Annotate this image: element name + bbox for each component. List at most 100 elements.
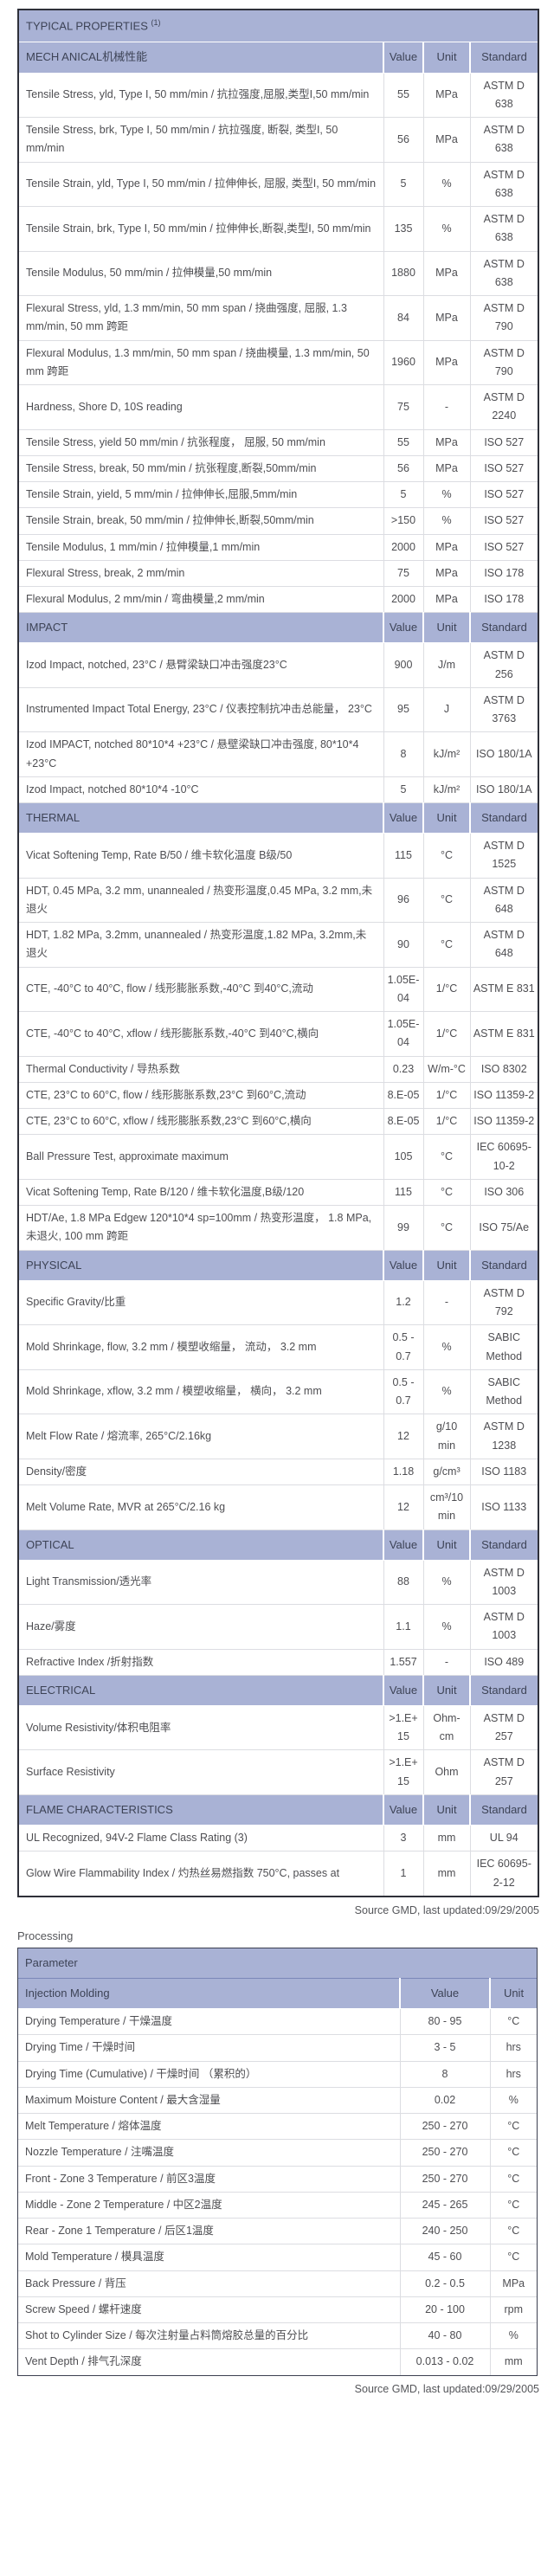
section-header-row: FLAME CHARACTERISTICS Value Unit Standard bbox=[19, 1794, 538, 1826]
unit-cell: % bbox=[423, 206, 471, 252]
property-row: Flexural Modulus, 1.3 mm/min, 50 mm span… bbox=[19, 340, 538, 386]
parameter-header-cell: Parameter bbox=[18, 1948, 538, 1979]
property-row: Tensile Stress, break, 50 mm/min / 抗张程度,… bbox=[19, 455, 538, 483]
unit-cell: °C bbox=[490, 2113, 538, 2141]
parameter-row: Nozzle Temperature / 注嘴温度 250 - 270 °C bbox=[18, 2139, 538, 2167]
standard-cell: ISO 180/1A bbox=[470, 776, 538, 804]
column-header-value: Value bbox=[383, 612, 424, 644]
standard-cell: ISO 8302 bbox=[470, 1056, 538, 1083]
value-cell: 900 bbox=[383, 642, 424, 688]
value-cell: 45 - 60 bbox=[400, 2244, 491, 2271]
property-cell: Tensile Modulus, 1 mm/min / 拉伸模量,1 mm/mi… bbox=[19, 534, 384, 561]
standard-cell: UL 94 bbox=[470, 1825, 538, 1852]
parameter-cell: Rear - Zone 1 Temperature / 后区1温度 bbox=[18, 2218, 401, 2245]
column-header-standard: Standard bbox=[470, 1675, 538, 1706]
section-label: FLAME CHARACTERISTICS bbox=[19, 1794, 384, 1826]
unit-cell: - bbox=[423, 384, 471, 430]
value-cell: 88 bbox=[383, 1560, 424, 1606]
standard-cell: ISO 11359-2 bbox=[470, 1082, 538, 1110]
column-header-value: Value bbox=[400, 1978, 491, 2010]
unit-cell: MPa bbox=[423, 251, 471, 297]
unit-cell: % bbox=[490, 2087, 538, 2115]
property-row: Vicat Softening Temp, Rate B/50 / 维卡软化温度… bbox=[19, 833, 538, 879]
property-cell: Flexural Modulus, 2 mm/min / 弯曲模量,2 mm/m… bbox=[19, 586, 384, 614]
standard-cell: ASTM D 648 bbox=[470, 922, 538, 968]
property-cell: Refractive Index /折射指数 bbox=[19, 1649, 384, 1676]
property-cell: Flexural Modulus, 1.3 mm/min, 50 mm span… bbox=[19, 340, 384, 386]
value-cell: 1.05E-04 bbox=[383, 967, 424, 1013]
standard-cell: ISO 527 bbox=[470, 481, 538, 509]
value-cell: 0.2 - 0.5 bbox=[400, 2270, 491, 2297]
property-cell: HDT, 0.45 MPa, 3.2 mm, unannealed / 热变形温… bbox=[19, 878, 384, 924]
processing-table: Parameter Injection Molding Value Unit Dryin… bbox=[17, 1947, 538, 2376]
table-title: TYPICAL PROPERTIES bbox=[26, 19, 151, 33]
property-row: Izod Impact, notched 80*10*4 -10°C 5 kJ/m²… bbox=[19, 776, 538, 804]
parameter-cell: Drying Time (Cumulative) / 干燥时间 （累积的） bbox=[18, 2061, 401, 2088]
unit-cell: % bbox=[423, 1560, 471, 1606]
value-cell: 84 bbox=[383, 295, 424, 341]
parameter-cell: Back Pressure / 背压 bbox=[18, 2270, 401, 2297]
parameter-cell: Middle - Zone 2 Temperature / 中区2温度 bbox=[18, 2192, 401, 2219]
parameter-row: Drying Time / 干燥时间 3 - 5 hrs bbox=[18, 2034, 538, 2062]
section-label: ELECTRICAL bbox=[19, 1675, 384, 1706]
unit-cell: MPa bbox=[423, 340, 471, 386]
unit-cell: 1/°C bbox=[423, 1082, 471, 1110]
value-cell: 75 bbox=[383, 560, 424, 588]
value-cell: 2000 bbox=[383, 586, 424, 614]
property-row: CTE, 23°C to 60°C, xflow / 线形膨胀系数,23°C 到… bbox=[19, 1108, 538, 1136]
unit-cell: °C bbox=[490, 2139, 538, 2167]
unit-cell: hrs bbox=[490, 2034, 538, 2062]
property-row: Tensile Strain, yld, Type I, 50 mm/min /… bbox=[19, 162, 538, 208]
value-cell: >1.E+15 bbox=[383, 1705, 424, 1751]
property-cell: Izod Impact, notched 80*10*4 -10°C bbox=[19, 776, 384, 804]
unit-cell: % bbox=[423, 481, 471, 509]
property-cell: Tensile Modulus, 50 mm/min / 拉伸模量,50 mm/… bbox=[19, 251, 384, 297]
unit-cell: °C bbox=[490, 2192, 538, 2219]
value-cell: 75 bbox=[383, 384, 424, 430]
section-label: OPTICAL bbox=[19, 1530, 384, 1561]
value-cell: 1 bbox=[383, 1851, 424, 1896]
property-cell: CTE, 23°C to 60°C, xflow / 线形膨胀系数,23°C 到… bbox=[19, 1108, 384, 1136]
value-cell: >1.E+15 bbox=[383, 1749, 424, 1795]
parameter-header-row: Parameter bbox=[18, 1948, 538, 1979]
value-cell: 250 - 270 bbox=[400, 2139, 491, 2167]
unit-cell: MPa bbox=[423, 455, 471, 483]
value-cell: 1880 bbox=[383, 251, 424, 297]
parameter-row: Front - Zone 3 Temperature / 前区3温度 250 - … bbox=[18, 2166, 538, 2193]
unit-cell: °C bbox=[490, 2008, 538, 2036]
unit-cell: °C bbox=[490, 2244, 538, 2271]
property-cell: Surface Resistivity bbox=[19, 1749, 384, 1795]
unit-cell: MPa bbox=[423, 295, 471, 341]
unit-cell: % bbox=[423, 1369, 471, 1415]
property-cell: Tensile Stress, brk, Type I, 50 mm/min /… bbox=[19, 117, 384, 163]
injection-molding-header-row: Injection Molding Value Unit bbox=[18, 1978, 538, 2010]
value-cell: 55 bbox=[383, 73, 424, 119]
parameter-row: Shot to Cylinder Size / 每次注射量占料筒熔胶总量的百分比… bbox=[18, 2322, 538, 2350]
standard-cell: ASTM D 638 bbox=[470, 206, 538, 252]
parameter-cell: Drying Temperature / 干燥温度 bbox=[18, 2008, 401, 2036]
unit-cell: 1/°C bbox=[423, 1108, 471, 1136]
property-cell: Melt Flow Rate / 熔流率, 265°C/2.16kg bbox=[19, 1414, 384, 1459]
column-header-value: Value bbox=[383, 1794, 424, 1826]
section-label: THERMAL bbox=[19, 802, 384, 834]
column-header-unit: Unit bbox=[423, 1250, 471, 1281]
property-cell: HDT/Ae, 1.8 MPa Edgew 120*10*4 sp=100mm … bbox=[19, 1205, 384, 1251]
property-row: Tensile Strain, yield, 5 mm/min / 拉伸伸长,屈… bbox=[19, 481, 538, 509]
standard-cell: ASTM D 638 bbox=[470, 251, 538, 297]
value-cell: 1.1 bbox=[383, 1604, 424, 1650]
property-cell: Vicat Softening Temp, Rate B/120 / 维卡软化温… bbox=[19, 1179, 384, 1207]
standard-cell: ASTM D 1003 bbox=[470, 1560, 538, 1606]
standard-cell: IEC 60695-10-2 bbox=[470, 1134, 538, 1180]
property-row: CTE, 23°C to 60°C, flow / 线形膨胀系数,23°C 到6… bbox=[19, 1082, 538, 1110]
property-row: HDT, 1.82 MPa, 3.2mm, unannealed / 热变形温度… bbox=[19, 922, 538, 968]
column-header-unit: Unit bbox=[423, 1675, 471, 1706]
source-note: Source GMD, last updated:09/29/2005 bbox=[354, 2382, 539, 2395]
property-row: Melt Volume Rate, MVR at 265°C/2.16 kg 12… bbox=[19, 1484, 538, 1530]
parameter-row: Maximum Moisture Content / 最大含湿量 0.02% bbox=[18, 2087, 538, 2115]
value-cell: 0.23 bbox=[383, 1056, 424, 1083]
property-row: HDT/Ae, 1.8 MPa Edgew 120*10*4 sp=100mm … bbox=[19, 1205, 538, 1251]
property-row: Tensile Modulus, 1 mm/min / 拉伸模量,1 mm/mi… bbox=[19, 534, 538, 561]
property-row: Vicat Softening Temp, Rate B/120 / 维卡软化温… bbox=[19, 1179, 538, 1207]
property-cell: Glow Wire Flammability Index / 灼热丝易燃指数 7… bbox=[19, 1851, 384, 1896]
property-row: Haze/雾度 1.1% ASTM D 1003 bbox=[19, 1604, 538, 1650]
